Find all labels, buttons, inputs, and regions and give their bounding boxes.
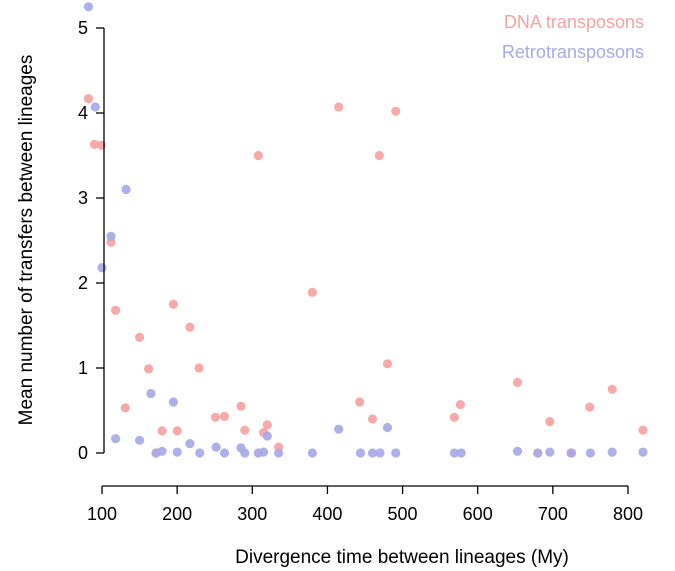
x-tick-label: 700 [538, 504, 568, 524]
data-point [607, 447, 617, 457]
data-point [157, 426, 167, 436]
x-tick-label: 800 [613, 504, 643, 524]
x-axis-title: Divergence time between lineages (My) [235, 547, 569, 568]
data-point [90, 102, 100, 112]
data-point [240, 425, 250, 435]
data-point [375, 448, 385, 458]
x-tick-label: 600 [463, 504, 493, 524]
data-point [111, 305, 121, 315]
data-point [236, 401, 246, 411]
data-point [83, 94, 94, 104]
y-axis-title: Mean number of transfers between lineage… [16, 55, 37, 426]
data-point [219, 448, 230, 458]
x-tick-label: 300 [237, 504, 267, 524]
data-point [146, 388, 156, 399]
legend-entry-dna-transposons: DNA transposons [504, 12, 644, 32]
data-point [512, 446, 523, 456]
data-point [567, 448, 577, 458]
data-point [367, 414, 378, 424]
y-tick-label: 1 [78, 358, 88, 378]
data-point [168, 299, 178, 309]
x-tick-label: 400 [312, 504, 342, 524]
data-point [259, 447, 269, 457]
data-point [455, 400, 465, 410]
series-retrotransposons [83, 2, 648, 458]
data-point [391, 106, 401, 116]
data-point [120, 403, 130, 413]
data-point [97, 263, 107, 273]
data-point [274, 448, 284, 458]
data-point [545, 447, 555, 457]
data-point [449, 412, 459, 422]
x-tick-label: 500 [388, 504, 418, 524]
data-point [135, 435, 145, 445]
y-tick-label: 2 [78, 273, 88, 293]
data-point [210, 412, 221, 422]
data-point [545, 417, 555, 427]
data-point [144, 364, 154, 374]
data-point [89, 139, 100, 149]
data-point [262, 431, 272, 441]
data-point [374, 150, 384, 161]
legend: DNA transposons Retrotransposons [502, 12, 644, 62]
data-point [382, 422, 393, 433]
data-point [638, 425, 648, 435]
x-tick-label: 100 [87, 504, 117, 524]
data-point [121, 184, 131, 195]
data-point [172, 426, 182, 436]
data-point [456, 448, 466, 458]
data-point [391, 448, 401, 458]
data-point [533, 448, 543, 458]
y-tick-label: 3 [78, 188, 88, 208]
data-point [355, 448, 366, 458]
data-point [185, 439, 195, 449]
data-point [83, 2, 94, 12]
data-point [367, 448, 378, 458]
data-point [307, 448, 317, 458]
data-point [111, 434, 121, 444]
data-point [211, 442, 221, 452]
y-tick-label: 5 [78, 18, 88, 38]
data-point [135, 332, 145, 342]
data-point [185, 322, 195, 332]
y-tick-label: 0 [78, 443, 88, 463]
data-point [219, 411, 230, 421]
data-point [253, 150, 263, 161]
y-tick-label: 4 [78, 103, 88, 123]
data-point [607, 384, 617, 394]
data-point [638, 447, 648, 457]
data-point [307, 287, 317, 297]
points-layer [83, 2, 648, 458]
data-point [157, 446, 167, 456]
data-point [585, 448, 596, 458]
legend-entry-retrotransposons: Retrotransposons [502, 42, 644, 62]
series-dna-transposons [83, 94, 648, 458]
data-point [240, 448, 250, 458]
data-point [355, 397, 365, 407]
data-point [334, 102, 344, 112]
data-point [194, 363, 204, 373]
data-point [106, 231, 116, 241]
data-point [382, 359, 393, 369]
data-point [449, 448, 459, 458]
data-point [585, 402, 595, 412]
axes-layer: 100 200 300 400 500 600 700 800 0 1 2 3 4 5 [78, 18, 643, 524]
data-point [512, 377, 523, 387]
data-point [172, 447, 182, 457]
data-point [195, 448, 205, 458]
data-point [168, 397, 178, 407]
x-tick-label: 200 [162, 504, 192, 524]
data-point [262, 420, 272, 430]
data-point [334, 424, 344, 434]
